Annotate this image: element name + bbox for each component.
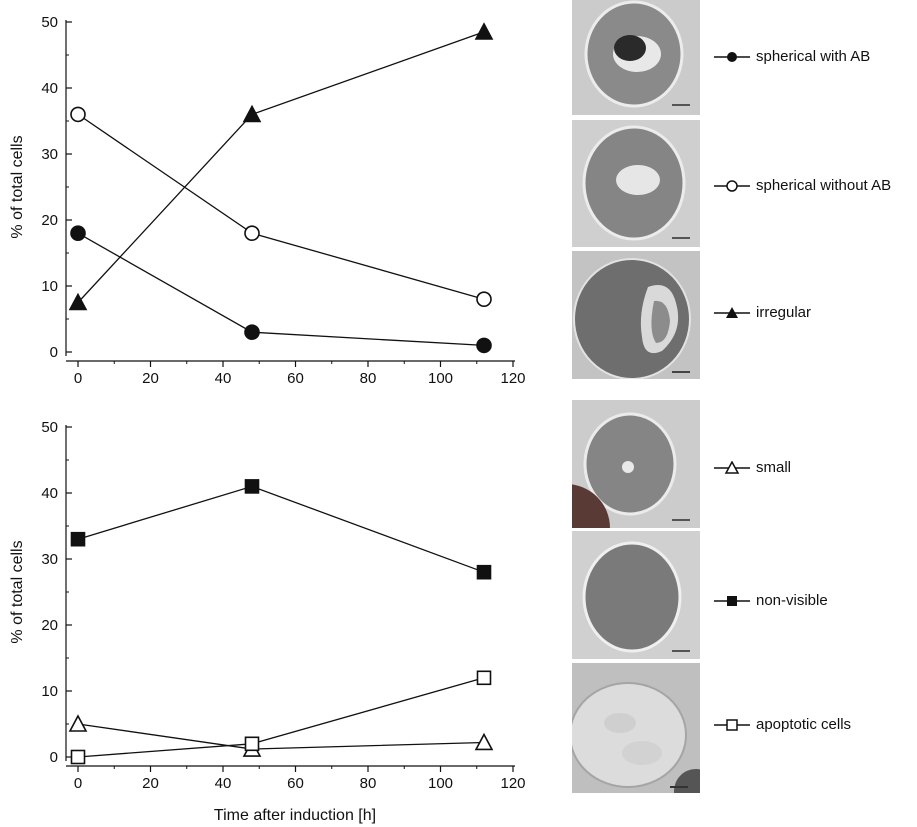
bottom-plot: 0 10 20 30 40 50 0 20 40 60 80 100 120 % of total cel… — [9, 419, 526, 824]
legend-label: spherical with AB — [756, 48, 871, 65]
x-tick-label: 0 — [74, 775, 82, 792]
data-point-filled-triangle — [474, 22, 494, 40]
y-tick-label: 30 — [41, 146, 58, 163]
legend-item-non-visible: non-visible — [712, 592, 828, 609]
data-point-filled-circle — [70, 225, 86, 241]
filled-square-marker-icon — [714, 595, 750, 606]
legend-item-small: small — [712, 459, 791, 476]
top-plot: 0 10 20 30 40 50 0 20 40 60 80 100 120 % of total cel… — [9, 14, 526, 387]
legend-item-spherical-with-ab: spherical with AB — [712, 48, 870, 65]
y-tick-label: 40 — [41, 80, 58, 97]
data-point-open-triangle — [68, 714, 88, 732]
micrograph-spherical-with-ab — [572, 0, 700, 115]
x-tick-label: 40 — [215, 370, 232, 387]
legend-label: non-visible — [756, 592, 828, 609]
x-tick-label: 120 — [500, 370, 525, 387]
x-tick-label: 20 — [142, 775, 159, 792]
data-point-open-square — [70, 749, 86, 765]
series-line-filled-circle — [77, 232, 485, 347]
x-axis-label: Time after induction [h] — [214, 807, 376, 824]
series-line-open-square — [77, 677, 485, 758]
open-square-marker-icon — [714, 718, 750, 731]
y-tick-label: 20 — [41, 212, 58, 229]
y-tick-label: 10 — [41, 278, 58, 295]
legend-item-irregular: irregular — [712, 304, 811, 321]
data-point-open-circle — [244, 225, 260, 241]
data-point-open-triangle — [474, 732, 494, 751]
x-tick-label: 100 — [428, 370, 453, 387]
data-point-open-square — [244, 736, 260, 752]
x-tick-label: 100 — [428, 775, 453, 792]
micrograph-irregular — [572, 251, 700, 379]
y-tick-label: 0 — [50, 749, 58, 766]
y-tick-label: 30 — [41, 551, 58, 568]
x-tick-label: 80 — [360, 775, 377, 792]
legend-item-apoptotic-cells: apoptotic cells — [712, 716, 851, 733]
x-tick-label: 60 — [287, 370, 304, 387]
open-circle-marker-icon — [714, 179, 750, 192]
data-point-filled-square — [244, 479, 260, 494]
y-tick-label: 50 — [41, 14, 58, 31]
series-line-open-circle — [77, 113, 485, 300]
data-point-filled-square — [476, 564, 492, 580]
micrograph-non-visible — [572, 531, 700, 659]
data-point-filled-circle — [476, 337, 492, 354]
series-line-filled-square — [77, 485, 485, 573]
y-tick-label: 0 — [50, 344, 58, 361]
y-tick-label: 20 — [41, 617, 58, 634]
y-tick-label: 40 — [41, 485, 58, 502]
legend-label: spherical without AB — [756, 177, 892, 194]
x-tick-label: 20 — [142, 370, 159, 387]
filled-triangle-marker-icon — [714, 306, 750, 318]
data-point-filled-square — [70, 531, 86, 547]
micrograph-apoptotic — [572, 663, 700, 793]
micrograph-spherical-without-ab — [572, 120, 700, 247]
legend-label: small — [756, 459, 792, 476]
data-point-filled-triangle — [68, 292, 88, 311]
y-axis-label: % of total cells — [9, 135, 26, 238]
data-point-filled-triangle — [242, 104, 262, 123]
series-line-filled-triangle — [77, 31, 485, 303]
x-tick-label: 40 — [215, 775, 232, 792]
x-tick-label: 0 — [74, 370, 82, 387]
y-tick-label: 50 — [41, 419, 58, 436]
micrograph-small — [572, 400, 700, 528]
legend-item-spherical-without-ab: spherical without AB — [712, 177, 891, 194]
legend-label: irregular — [756, 304, 812, 321]
legend-label: apoptotic cells — [756, 716, 852, 733]
x-tick-label: 60 — [287, 775, 304, 792]
y-axis-label: % of total cells — [9, 540, 26, 643]
x-tick-label: 80 — [360, 370, 377, 387]
y-tick-label: 10 — [41, 683, 58, 700]
data-point-open-circle — [476, 291, 492, 308]
data-point-open-circle — [70, 106, 86, 123]
x-tick-label: 120 — [500, 775, 525, 792]
filled-circle-marker-icon — [714, 51, 750, 62]
data-point-open-square — [476, 670, 492, 686]
open-triangle-marker-icon — [714, 460, 750, 474]
series-line-open-triangle — [77, 723, 485, 750]
data-point-filled-circle — [244, 324, 260, 341]
